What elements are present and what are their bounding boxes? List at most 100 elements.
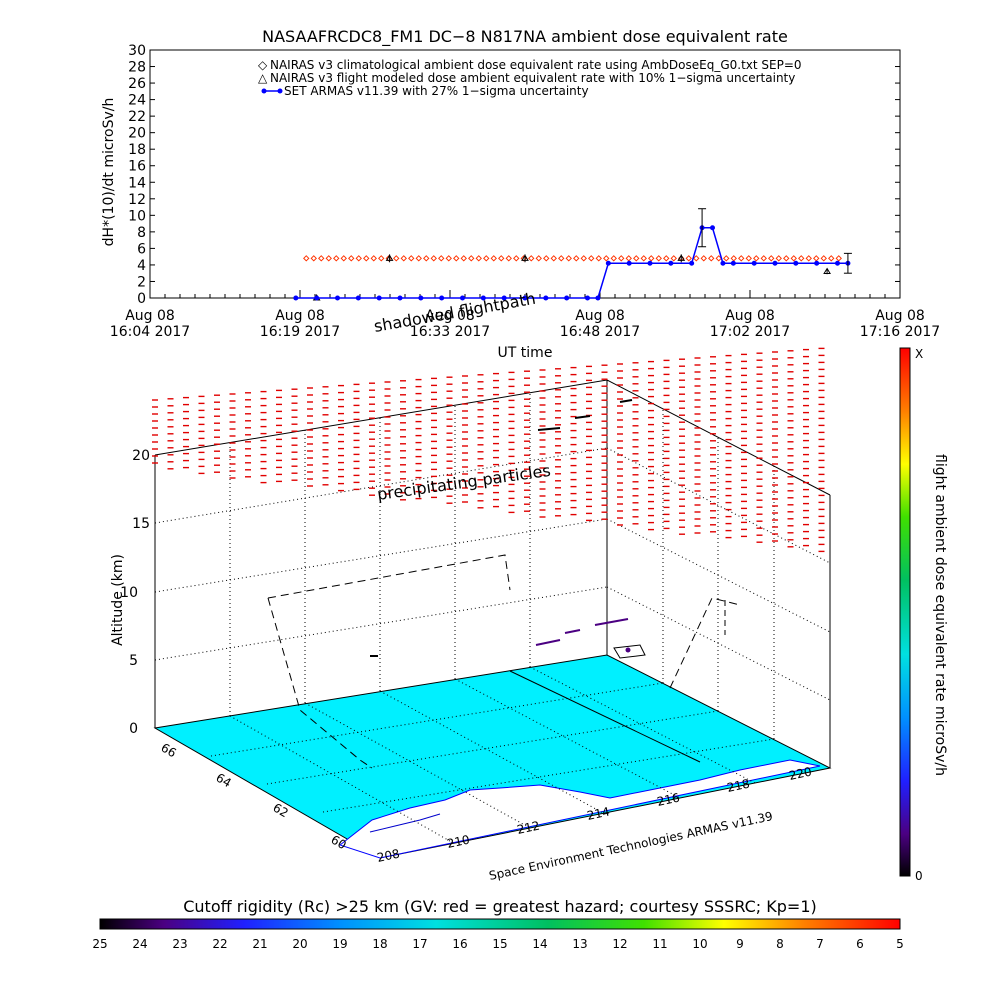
top-chart-title: NASAAFRCDC8_FM1 DC−8 N817NA ambient dose… (262, 27, 788, 47)
shadowed-flightpath-line (669, 597, 741, 689)
nairas-clim-point (430, 255, 437, 262)
lon-tick: 216 (656, 790, 681, 808)
legend-nairas-flight: NAIRAS v3 flight modeled dose ambient eq… (270, 71, 795, 85)
nairas-clim-point (603, 255, 610, 262)
nairas-clim-point (730, 255, 737, 262)
dose-colorbar-min: 0 (915, 869, 923, 883)
nairas-clim-point (715, 255, 722, 262)
nairas-clim-point (543, 255, 550, 262)
y-tick-label: 14 (128, 175, 146, 191)
dose-colorbar-max: X (915, 347, 923, 361)
nairas-clim-point (745, 255, 752, 262)
nairas-clim-point (370, 255, 377, 262)
rigidity-tick-label: 14 (532, 937, 547, 951)
legend-dot-armas (277, 88, 283, 94)
nairas-clim-point (820, 255, 827, 262)
nairas-clim-point (790, 255, 797, 262)
armas-point (376, 295, 382, 301)
rigidity-tick-label: 13 (572, 937, 587, 951)
armas-point (543, 295, 549, 301)
nairas-clim-point (753, 255, 760, 262)
rigidity-tick-label: 22 (212, 937, 227, 951)
y-tick-label: 10 (128, 208, 146, 224)
lon-tick: 210 (446, 832, 471, 850)
nairas-clim-point (693, 255, 700, 262)
armas-point (480, 295, 486, 301)
armas-point (397, 295, 403, 301)
lat-tick: 64 (214, 770, 234, 790)
nairas-clim-point (550, 255, 557, 262)
rigidity-tick-label: 17 (412, 937, 427, 951)
x-tick-label: 16:33 2017 (410, 324, 490, 340)
legend-dot-armas (261, 88, 267, 94)
armas-point (460, 295, 465, 301)
nairas-clim-point (768, 255, 775, 262)
rigidity-tick-label: 8 (776, 937, 784, 951)
altitude-grid (154, 393, 831, 739)
armas-point (689, 260, 695, 266)
nairas-clim-point (310, 255, 317, 262)
nairas-clim-point (505, 255, 512, 262)
nairas-clim-point (618, 255, 625, 262)
nairas-clim-point (805, 255, 812, 262)
map-coastline (369, 813, 441, 833)
lat-tick: 60 (329, 832, 349, 852)
x-tick-label: 16:48 2017 (560, 324, 640, 340)
nairas-clim-point (655, 255, 662, 262)
nairas-clim-point (378, 255, 385, 262)
y-tick-label: 2 (137, 274, 146, 290)
nairas-clim-point (408, 255, 415, 262)
y-tick-label: 24 (128, 93, 146, 109)
nairas-clim-point (685, 255, 692, 262)
nairas-clim-point (580, 255, 587, 262)
armas-point (772, 260, 778, 266)
armas-point (710, 225, 715, 231)
map-grid (210, 666, 775, 845)
top-x-axis-label: UT time (498, 345, 553, 361)
flight-track-points (370, 399, 646, 659)
armas-point (501, 295, 507, 301)
y-tick-label: 12 (128, 192, 146, 208)
nairas-clim-point (460, 255, 467, 262)
x-tick-label: 16:04 2017 (110, 324, 190, 340)
nairas-clim-point (490, 255, 497, 262)
x-tick-label: 17:02 2017 (710, 324, 790, 340)
nairas-clim-point (625, 255, 632, 262)
rigidity-tick-label: 10 (692, 937, 707, 951)
nairas-clim-point (738, 255, 745, 262)
armas-point (647, 260, 653, 266)
y-tick-label: 18 (128, 142, 146, 158)
nairas-clim-point (483, 255, 490, 262)
rigidity-colorbar-label: Cutoff rigidity (Rc) >25 km (GV: red = g… (183, 897, 817, 916)
nairas-clim-point (708, 255, 715, 262)
x-tick-label: 16:19 2017 (260, 324, 340, 340)
armas-point (720, 260, 726, 266)
nairas-clim-point (670, 255, 677, 262)
armas-point (668, 260, 674, 266)
rigidity-tick-label: 18 (372, 937, 387, 951)
nairas-clim-point (663, 255, 670, 262)
nairas-clim-point (588, 255, 595, 262)
rigidity-tick-label: 20 (292, 937, 307, 951)
rigidity-tick-label: 5 (896, 937, 904, 951)
armas-point (439, 295, 445, 301)
legend-nairas-clim: NAIRAS v3 climatological ambient dose eq… (270, 58, 802, 72)
nairas-clim-point (835, 255, 842, 262)
nairas-clim-point (475, 255, 482, 262)
legend-armas: SET ARMAS v11.39 with 27% 1−sigma uncert… (284, 84, 589, 98)
armas-point (418, 295, 424, 301)
armas-point (335, 295, 340, 301)
rigidity-tick-label: 15 (492, 937, 507, 951)
armas-point (814, 260, 820, 266)
rigidity-tick-label: 19 (332, 937, 347, 951)
nairas-clim-point (438, 255, 445, 262)
y-tick-label: 22 (128, 109, 146, 125)
alt-tick: 20 (132, 448, 150, 464)
nairas-clim-point (513, 255, 520, 262)
lon-tick: 214 (586, 804, 611, 822)
y-tick-label: 8 (137, 225, 146, 241)
nairas-clim-point (813, 255, 820, 262)
nairas-clim-point (610, 255, 617, 262)
alt-tick: 15 (132, 516, 150, 532)
nairas-clim-point (400, 255, 407, 262)
